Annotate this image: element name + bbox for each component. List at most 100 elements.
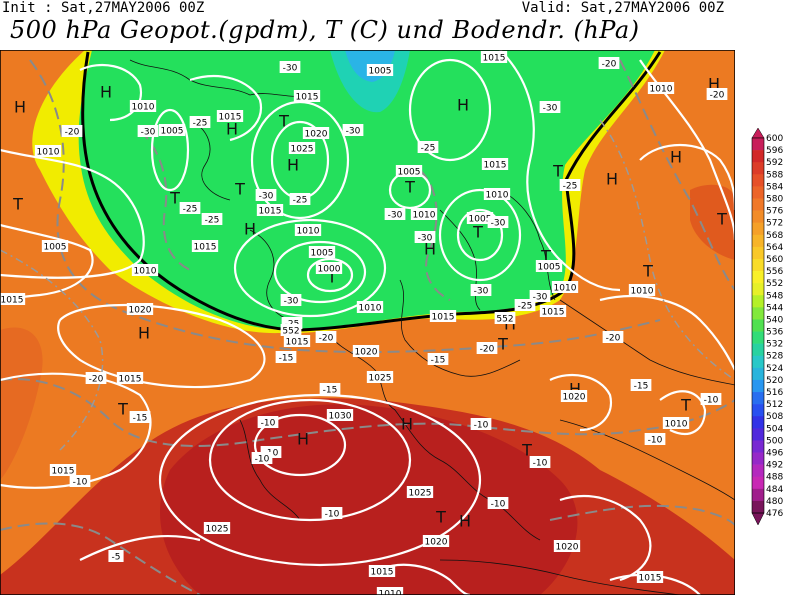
svg-text:-15: -15 [133, 414, 148, 424]
svg-text:1010: 1010 [554, 284, 577, 294]
svg-text:-20: -20 [319, 334, 334, 344]
isobar-label: 1020 [560, 390, 588, 403]
svg-text:-20: -20 [480, 345, 495, 355]
isobar-label: 1015 [636, 571, 664, 584]
high-pressure-marker: H [424, 240, 436, 259]
temperature-label: -5 [108, 550, 124, 563]
svg-text:-10: -10 [474, 421, 489, 431]
svg-text:1000: 1000 [318, 265, 341, 275]
isobars [0, 50, 735, 595]
colorbar-top-arrow [751, 128, 765, 139]
colorbar-swatch [752, 355, 764, 369]
svg-text:1020: 1020 [305, 130, 328, 140]
colorbar-swatch [752, 174, 764, 187]
low-pressure-marker: T [552, 162, 563, 181]
svg-text:-5: -5 [112, 553, 121, 563]
svg-text:-30: -30 [259, 192, 274, 202]
high-pressure-marker: H [606, 170, 618, 189]
colorbar-label: 480 [766, 497, 783, 507]
colorbar-swatch [752, 198, 764, 211]
colorbar-swatch [752, 222, 764, 236]
svg-text:-30: -30 [283, 64, 298, 74]
svg-text:1015: 1015 [219, 113, 242, 123]
isobar-label: 1025 [203, 522, 231, 535]
colorbar-swatch [752, 440, 764, 453]
high-pressure-marker: H [670, 148, 682, 167]
colorbar-label: 596 [766, 146, 783, 156]
isobar-label: 1010 [356, 301, 384, 314]
colorbar-label: 540 [766, 315, 783, 325]
high-pressure-marker: H [459, 512, 471, 531]
isobar-label: 1025 [288, 142, 316, 155]
svg-text:-30: -30 [474, 287, 489, 297]
lows-layer: T T T T T T T T T T T T T T T T [12, 112, 727, 527]
svg-text:1005: 1005 [311, 249, 334, 259]
temperature-label: -15 [129, 411, 151, 424]
high-pressure-marker: H [100, 83, 112, 102]
colorbar-swatch [752, 343, 764, 357]
isobar-label: 1010 [628, 284, 656, 297]
svg-text:1010: 1010 [297, 227, 320, 237]
svg-text:552: 552 [496, 315, 513, 325]
svg-text:1005: 1005 [469, 215, 492, 225]
temperature-isolines [0, 59, 735, 595]
svg-text:1025: 1025 [409, 489, 432, 499]
temperature-label: -30 [279, 61, 301, 74]
temperature-label: -10 [470, 418, 492, 431]
colorbar: 600 596 592 588 584 580 576 572 568 564 560 556 552 5… [751, 128, 783, 526]
colorbar-label: 560 [766, 255, 783, 265]
colorbar-swatch [752, 246, 764, 260]
colorbar-label: 588 [766, 170, 783, 180]
isobar-label: 1010 [410, 208, 438, 221]
temperature-label: -30 [384, 208, 406, 221]
svg-text:-25: -25 [293, 196, 308, 206]
svg-text:1010: 1010 [650, 85, 673, 95]
dashdot-lines [0, 119, 735, 451]
temperature-label: -30 [342, 124, 364, 137]
svg-text:1010: 1010 [379, 590, 402, 596]
svg-text:-20: -20 [606, 334, 621, 344]
colorbar-swatch [752, 392, 764, 405]
isobar-label: 1010 [129, 100, 157, 113]
isobar-label: 1015 [116, 372, 144, 385]
colorbar-label: 520 [766, 376, 783, 386]
svg-text:1010: 1010 [37, 148, 60, 158]
colorbar-swatch [752, 258, 764, 272]
svg-text:-15: -15 [634, 382, 649, 392]
temperature-label: -10 [321, 507, 343, 520]
isobar-label: 1010 [376, 587, 404, 596]
temperature-label: -15 [319, 383, 341, 396]
temperature-labels-layer: -30 -20-20-20 -30-25-30-30-25-25-30 -25-30-… [61, 57, 728, 563]
svg-text:-10: -10 [491, 500, 506, 510]
chart-title: 500 hPa Geopot.(gpdm), T (C) und Bodendr… [10, 16, 640, 44]
colorbar-swatch [752, 186, 764, 199]
high-pressure-marker: H [287, 156, 299, 175]
svg-text:1010: 1010 [413, 211, 436, 221]
fill-darkorange-west [0, 327, 43, 480]
isobar-label: 1005 [308, 246, 336, 259]
colorbar-swatch [752, 379, 764, 393]
svg-text:-20: -20 [89, 375, 104, 385]
geopotential-label: 552 [280, 324, 302, 337]
svg-text:-25: -25 [563, 182, 578, 192]
svg-text:1010: 1010 [132, 103, 155, 113]
temperature-label: -30 [487, 216, 509, 229]
colorbar-swatch [752, 319, 764, 332]
colorbar-label: 548 [766, 291, 783, 301]
svg-text:-10: -10 [648, 436, 663, 446]
colorbar-label: 528 [766, 352, 783, 362]
svg-text:-10: -10 [704, 396, 719, 406]
svg-text:-15: -15 [323, 386, 338, 396]
colorbar-label: 544 [766, 303, 783, 313]
isobar-label: 1015 [429, 310, 457, 323]
colorbar-label: 552 [766, 279, 783, 289]
svg-text:-30: -30 [284, 297, 299, 307]
temperature-label: -30 [255, 189, 277, 202]
temperature-label: -30 [414, 231, 436, 244]
temperature-label: -25 [179, 202, 201, 215]
colorbar-swatch [752, 464, 764, 478]
low-pressure-marker: T [540, 247, 551, 266]
high-pressure-marker: H [401, 415, 413, 434]
isobar-label: 1015 [216, 110, 244, 123]
